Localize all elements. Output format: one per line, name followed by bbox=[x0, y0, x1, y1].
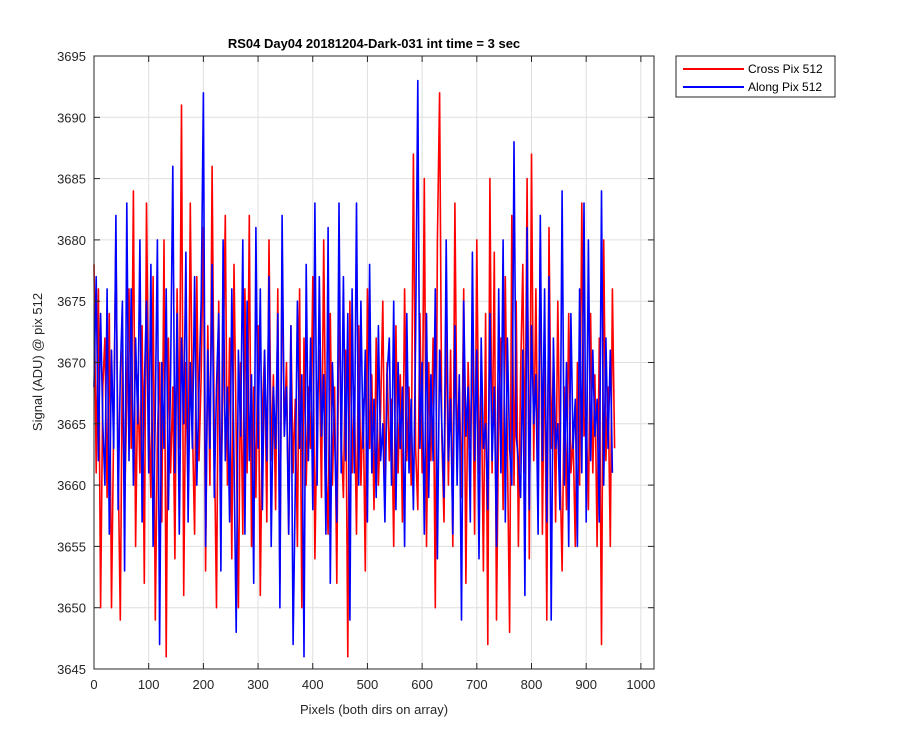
x-tick-label: 0 bbox=[90, 677, 97, 692]
x-tick-label: 600 bbox=[411, 677, 433, 692]
x-tick-label: 300 bbox=[247, 677, 269, 692]
y-tick-label: 3660 bbox=[57, 478, 86, 493]
legend-box bbox=[675, 55, 836, 98]
x-tick-label: 200 bbox=[193, 677, 215, 692]
x-tick-label: 900 bbox=[575, 677, 597, 692]
x-tick-label: 800 bbox=[521, 677, 543, 692]
chart-title: RS04 Day04 20181204-Dark-031 int time = … bbox=[228, 36, 520, 51]
y-tick-label: 3655 bbox=[57, 539, 86, 554]
axis-ticks bbox=[93, 55, 654, 670]
y-tick-label: 3685 bbox=[57, 172, 86, 187]
series-lines bbox=[93, 79, 616, 658]
x-tick-label: 700 bbox=[466, 677, 488, 692]
y-tick-label: 3695 bbox=[57, 49, 86, 64]
legend: Cross Pix 512 Along Pix 512 bbox=[675, 55, 836, 98]
y-tick-label: 3650 bbox=[57, 601, 86, 616]
y-axis-label: Signal (ADU) @ pix 512 bbox=[30, 293, 45, 431]
x-axis-label: Pixels (both dirs on array) bbox=[300, 702, 448, 717]
x-tick-label: 400 bbox=[302, 677, 324, 692]
x-tick-label: 500 bbox=[357, 677, 379, 692]
y-tick-label: 3690 bbox=[57, 110, 86, 125]
y-tick-label: 3675 bbox=[57, 294, 86, 309]
series-line-along-pix-512 bbox=[93, 79, 614, 658]
y-tick-label: 3680 bbox=[57, 233, 86, 248]
legend-label-cross: Cross Pix 512 bbox=[748, 62, 823, 76]
x-tick-label: 100 bbox=[138, 677, 160, 692]
y-tick-label: 3665 bbox=[57, 417, 86, 432]
legend-label-along: Along Pix 512 bbox=[748, 80, 822, 94]
y-tick-label: 3670 bbox=[57, 356, 86, 371]
y-tick-label: 3645 bbox=[57, 662, 86, 677]
tick-labels: 0 100 200 300 400 500 600 700 800 900 1000 3645 3650… bbox=[57, 49, 655, 692]
x-tick-label: 1000 bbox=[626, 677, 655, 692]
